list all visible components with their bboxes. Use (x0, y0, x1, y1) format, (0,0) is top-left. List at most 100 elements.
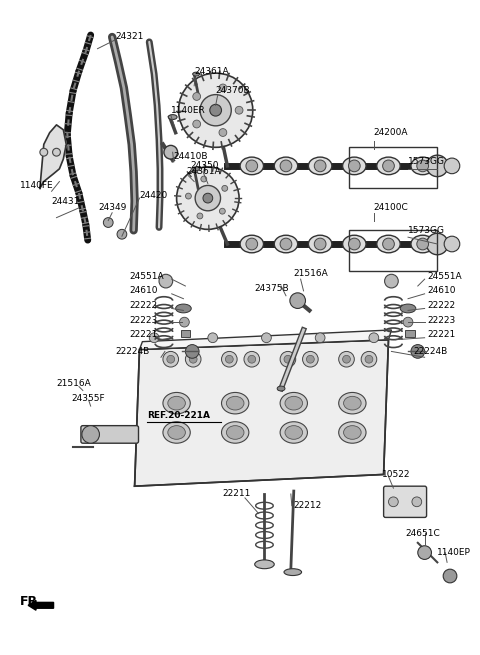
Circle shape (208, 333, 217, 343)
Ellipse shape (163, 392, 190, 414)
Circle shape (361, 352, 377, 367)
Text: 24551A: 24551A (428, 272, 462, 281)
Text: FR.: FR. (20, 595, 44, 608)
Text: 22212: 22212 (294, 501, 322, 510)
Text: 24375B: 24375B (255, 284, 289, 293)
Circle shape (195, 185, 220, 211)
Circle shape (179, 73, 253, 147)
Bar (349, 147, 437, 189)
Text: 22222: 22222 (428, 301, 456, 310)
Ellipse shape (274, 157, 298, 175)
Text: 24355F: 24355F (71, 394, 105, 403)
Text: 24200A: 24200A (374, 128, 408, 137)
Text: 22223: 22223 (428, 316, 456, 325)
Circle shape (280, 238, 292, 250)
Polygon shape (40, 125, 66, 189)
Circle shape (427, 233, 448, 255)
Circle shape (103, 217, 113, 227)
Ellipse shape (339, 392, 366, 414)
Text: 24321: 24321 (115, 33, 144, 41)
Text: 22221: 22221 (428, 330, 456, 339)
Ellipse shape (274, 235, 298, 253)
Circle shape (314, 238, 326, 250)
Ellipse shape (163, 422, 190, 443)
Bar (180, 330, 190, 337)
Text: 1140EP: 1140EP (437, 548, 471, 557)
Circle shape (417, 238, 429, 250)
Circle shape (219, 208, 225, 214)
Ellipse shape (277, 386, 285, 391)
Ellipse shape (344, 396, 361, 410)
Text: 24410B: 24410B (174, 151, 208, 160)
Ellipse shape (192, 72, 200, 76)
Ellipse shape (309, 157, 332, 175)
Ellipse shape (221, 422, 249, 443)
Ellipse shape (240, 157, 264, 175)
Ellipse shape (280, 392, 308, 414)
FancyBboxPatch shape (81, 426, 139, 443)
Circle shape (339, 352, 354, 367)
Text: 24551A: 24551A (130, 272, 164, 281)
Text: 24610: 24610 (130, 286, 158, 295)
Circle shape (246, 238, 258, 250)
Ellipse shape (176, 304, 191, 313)
Circle shape (418, 546, 432, 559)
Circle shape (226, 355, 233, 363)
Circle shape (180, 317, 189, 327)
Circle shape (219, 84, 227, 92)
Text: 24350: 24350 (190, 161, 219, 170)
Text: 24349: 24349 (98, 204, 127, 212)
Ellipse shape (339, 422, 366, 443)
Circle shape (197, 213, 203, 219)
Bar (349, 231, 437, 271)
Circle shape (185, 193, 192, 199)
Circle shape (185, 345, 199, 358)
Text: 10522: 10522 (382, 470, 410, 479)
Circle shape (343, 355, 350, 363)
Ellipse shape (343, 235, 366, 253)
Circle shape (417, 160, 429, 172)
Circle shape (244, 352, 260, 367)
Circle shape (164, 145, 178, 159)
Circle shape (163, 352, 179, 367)
Circle shape (53, 148, 60, 156)
Text: 24610: 24610 (428, 286, 456, 295)
Text: 24431: 24431 (52, 196, 80, 206)
Circle shape (82, 426, 99, 443)
Ellipse shape (343, 157, 366, 175)
Circle shape (235, 106, 243, 114)
Circle shape (403, 317, 413, 327)
Text: REF.20-221A: REF.20-221A (147, 411, 210, 421)
Circle shape (222, 185, 228, 191)
FancyBboxPatch shape (384, 486, 427, 517)
Text: 24361A: 24361A (194, 67, 229, 76)
Circle shape (369, 333, 379, 343)
Text: 22224B: 22224B (115, 347, 149, 356)
Ellipse shape (284, 569, 301, 576)
Ellipse shape (168, 396, 185, 410)
FancyArrow shape (28, 601, 54, 610)
Ellipse shape (192, 167, 200, 171)
Circle shape (444, 236, 460, 252)
Circle shape (219, 128, 227, 136)
Ellipse shape (221, 392, 249, 414)
Circle shape (248, 355, 256, 363)
Ellipse shape (240, 235, 264, 253)
Circle shape (302, 352, 318, 367)
Circle shape (384, 274, 398, 288)
Circle shape (193, 120, 201, 128)
Polygon shape (134, 340, 388, 486)
Polygon shape (140, 330, 391, 350)
Circle shape (306, 355, 314, 363)
Circle shape (246, 160, 258, 172)
Text: 21516A: 21516A (57, 379, 91, 388)
Circle shape (189, 355, 197, 363)
Bar (405, 330, 415, 337)
Ellipse shape (168, 426, 185, 440)
Text: 21516A: 21516A (294, 269, 328, 278)
Ellipse shape (309, 235, 332, 253)
Ellipse shape (227, 426, 244, 440)
Circle shape (159, 274, 173, 288)
Text: 22221: 22221 (130, 330, 158, 339)
Circle shape (284, 355, 292, 363)
